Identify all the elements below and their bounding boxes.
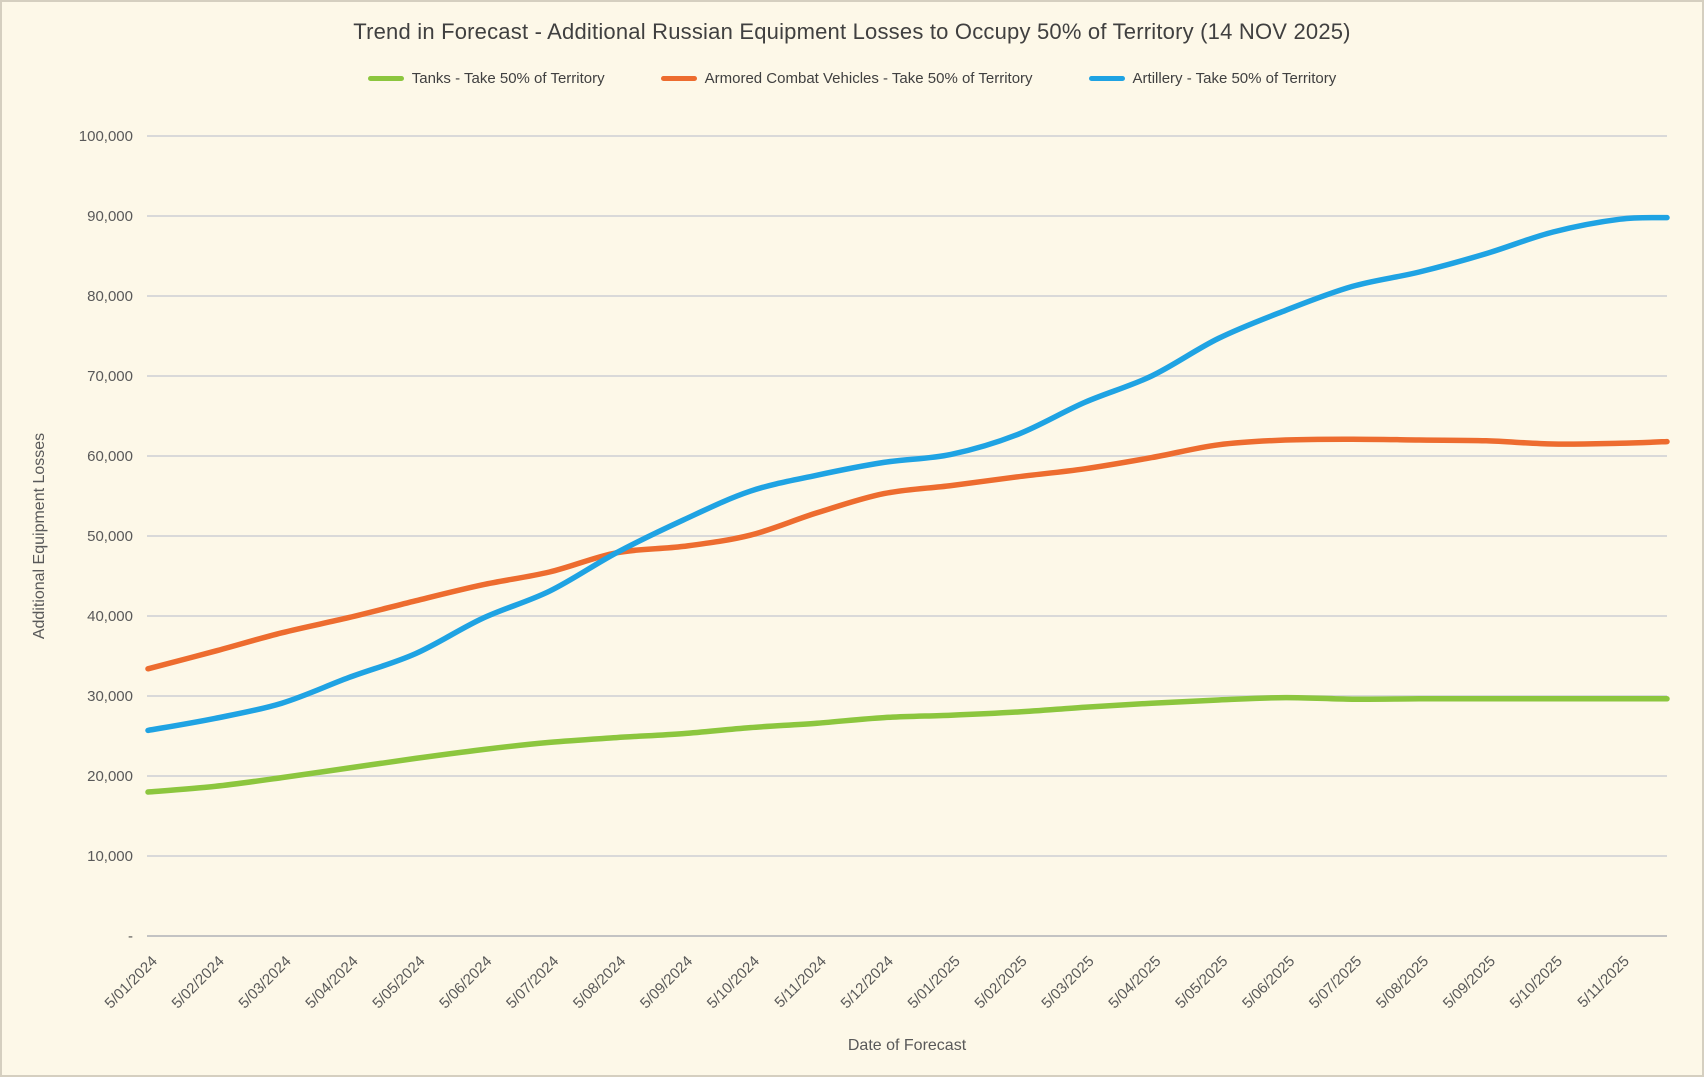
y-tick-label: 40,000 <box>87 608 133 625</box>
x-tick-label: 5/10/2024 <box>704 953 763 1012</box>
y-tick-label: 100,000 <box>79 128 133 145</box>
x-tick-label: 5/04/2025 <box>1105 953 1164 1012</box>
y-axis-tick-labels: - 10,000 20,000 30,000 40,000 50,000 60,000 70,… <box>79 128 133 945</box>
x-axis-title: Date of Forecast <box>848 1037 967 1054</box>
x-axis-tick-labels: 5/01/2024 5/02/2024 5/03/2024 5/04/2024 5/05… <box>102 953 1633 1012</box>
legend-label-acv: Armored Combat Vehicles - Take 50% of Te… <box>704 70 1033 87</box>
y-tick-label: - <box>128 928 133 945</box>
x-tick-label: 5/05/2024 <box>369 953 428 1012</box>
series-lines <box>145 214 1670 795</box>
x-tick-label: 5/04/2024 <box>302 953 361 1012</box>
series-line-artillery <box>145 214 1670 734</box>
x-tick-label: 5/01/2025 <box>905 953 964 1012</box>
gridlines <box>147 135 1667 937</box>
legend-label-tanks: Tanks - Take 50% of Territory <box>411 70 605 87</box>
y-tick-label: 70,000 <box>87 368 133 385</box>
x-tick-label: 5/10/2025 <box>1507 953 1566 1012</box>
x-tick-label: 5/11/2024 <box>771 953 829 1011</box>
x-tick-label: 5/09/2025 <box>1440 953 1499 1012</box>
x-tick-label: 5/09/2024 <box>637 953 696 1012</box>
x-tick-label: 5/02/2025 <box>971 953 1030 1012</box>
x-tick-label: 5/07/2025 <box>1306 953 1365 1012</box>
x-tick-label: 5/02/2024 <box>169 953 228 1012</box>
y-tick-label: 50,000 <box>87 528 133 545</box>
y-tick-label: 80,000 <box>87 288 133 305</box>
x-tick-label: 5/03/2024 <box>235 953 294 1012</box>
x-tick-label: 5/08/2024 <box>570 953 629 1012</box>
legend-item-tanks: Tanks - Take 50% of Territory <box>367 70 605 87</box>
y-tick-label: 60,000 <box>87 448 133 465</box>
x-tick-label: 5/11/2025 <box>1574 953 1632 1011</box>
series-line-tanks <box>145 694 1670 795</box>
x-tick-label: 5/01/2024 <box>102 953 161 1012</box>
x-tick-label: 5/06/2025 <box>1239 953 1298 1012</box>
x-tick-label: 5/08/2025 <box>1373 953 1432 1012</box>
y-tick-label: 20,000 <box>87 768 133 785</box>
x-tick-label: 5/12/2024 <box>838 953 897 1012</box>
x-tick-label: 5/03/2025 <box>1038 953 1097 1012</box>
y-tick-label: 30,000 <box>87 688 133 705</box>
y-tick-label: 10,000 <box>87 848 133 865</box>
x-tick-label: 5/05/2025 <box>1172 953 1231 1012</box>
x-tick-label: 5/07/2024 <box>503 953 562 1012</box>
legend-item-acv: Armored Combat Vehicles - Take 50% of Te… <box>660 70 1033 87</box>
legend-swatch-tanks <box>367 76 404 81</box>
y-axis-title: Additional Equipment Losses <box>31 433 48 639</box>
legend-swatch-artillery <box>1088 76 1125 81</box>
series-line-acv <box>145 436 1670 672</box>
legend: Tanks - Take 50% of Territory Armored Com… <box>2 70 1702 87</box>
y-tick-label: 90,000 <box>87 208 133 225</box>
chart-title: Trend in Forecast - Additional Russian E… <box>353 19 1351 44</box>
legend-swatch-acv <box>660 76 697 81</box>
legend-label-artillery: Artillery - Take 50% of Territory <box>1132 70 1337 87</box>
legend-item-artillery: Artillery - Take 50% of Territory <box>1088 70 1337 87</box>
x-tick-label: 5/06/2024 <box>436 953 495 1012</box>
